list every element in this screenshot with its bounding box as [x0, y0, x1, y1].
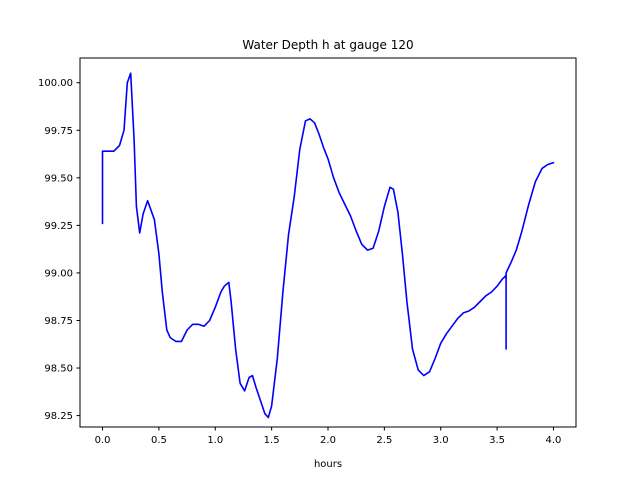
- chart-title: Water Depth h at gauge 120: [242, 38, 413, 52]
- y-tick-label: 98.25: [44, 411, 73, 422]
- plot-layer: [101, 72, 555, 419]
- plot-frame: [79, 57, 577, 428]
- axes-layer: 0.0 0.5 1.0 1.5 2.0 2.5 3.0 3.5 4.0 98.25 98.50 98.…: [38, 78, 561, 446]
- y-tick-label: 98.75: [44, 316, 73, 327]
- y-tick-label: 99.25: [44, 221, 73, 232]
- x-tick-label: 0.5: [151, 435, 167, 446]
- x-axis-label: hours: [314, 459, 342, 470]
- y-tick-label: 100.00: [38, 78, 73, 89]
- y-tick-label: 98.50: [44, 364, 73, 375]
- series-line-0: [101, 72, 555, 419]
- x-tick-label: 1.5: [264, 435, 280, 446]
- x-tick-label: 0.0: [95, 435, 111, 446]
- x-tick-label: 4.0: [546, 435, 562, 446]
- y-tick-label: 99.75: [44, 126, 73, 137]
- y-tick-label: 99.00: [44, 268, 73, 279]
- x-tick-label: 1.0: [207, 435, 223, 446]
- x-tick-label: 3.0: [433, 435, 449, 446]
- y-tick-label: 99.50: [44, 173, 73, 184]
- plot-area: [80, 58, 576, 427]
- x-tick-label: 2.0: [320, 435, 336, 446]
- x-tick-label: 3.5: [489, 435, 505, 446]
- x-tick-label: 2.5: [376, 435, 392, 446]
